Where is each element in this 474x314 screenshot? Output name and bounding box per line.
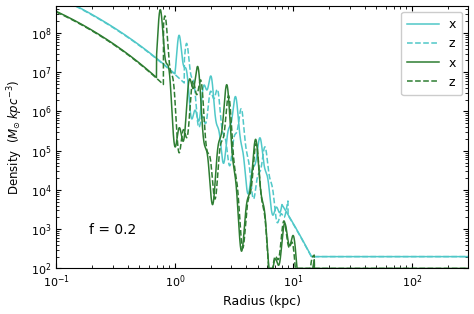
Text: f = 0.2: f = 0.2 [89, 223, 137, 237]
X-axis label: Radius (kpc): Radius (kpc) [223, 295, 301, 308]
Legend: x, z, x, z: x, z, x, z [401, 12, 462, 95]
Y-axis label: Density  $(M_{\odot}\, kpc^{-3})$: Density $(M_{\odot}\, kpc^{-3})$ [6, 79, 25, 195]
